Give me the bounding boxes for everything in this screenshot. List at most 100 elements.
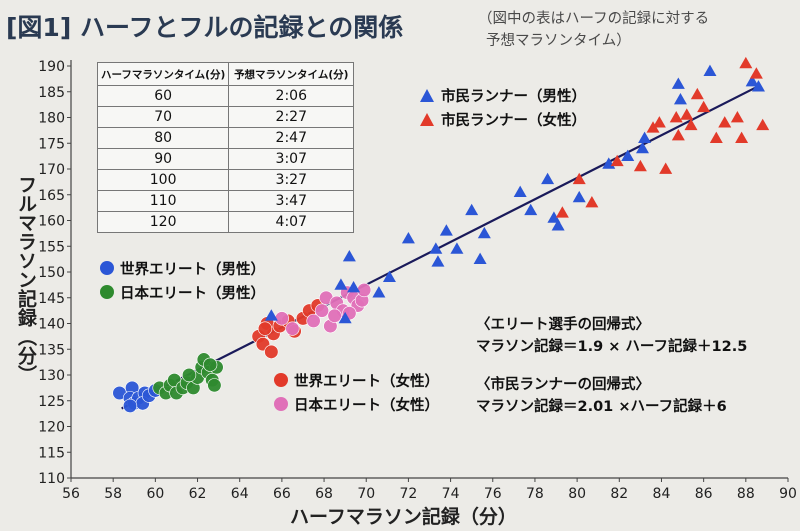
y-tick-label: 115	[38, 445, 65, 461]
elite-regression-formula: 〈エリート選手の回帰式〉 マラソン記録＝1.9 × ハーフ記録＋12.5	[476, 314, 747, 358]
data-point-triangle	[342, 250, 356, 262]
data-point-circle	[274, 311, 289, 326]
y-tick-label: 170	[38, 162, 65, 178]
y-tick-label: 175	[38, 136, 65, 152]
y-ticks: 110 115 120 125 130 135 140 145 150 155 160 165 170 1…	[38, 59, 71, 487]
legend-item: 日本エリート（女性）	[274, 392, 439, 416]
legend-item: 市民ランナー（女性）	[420, 107, 586, 131]
data-point-triangle	[477, 226, 491, 239]
axes	[70, 60, 788, 479]
table-cell-full: 4:07	[228, 211, 355, 233]
y-tick-label: 150	[38, 265, 65, 281]
data-point-circle	[285, 321, 300, 336]
data-point-triangle	[347, 280, 361, 293]
data-point-triangle	[652, 116, 666, 128]
table-row: 70 2:27	[96, 106, 355, 128]
data-point-circle	[357, 282, 372, 298]
data-point-triangle	[697, 100, 711, 113]
data-point-triangle	[659, 162, 673, 174]
table-row: 60 2:06	[96, 85, 355, 107]
data-point-triangle	[756, 118, 770, 131]
legend-label: 日本エリート（女性）	[294, 397, 439, 414]
regression-line-group	[121, 84, 762, 410]
y-tick-label: 155	[38, 239, 65, 255]
data-point-triangle	[745, 74, 759, 87]
data-point-triangle	[439, 224, 453, 236]
data-point-triangle	[572, 190, 586, 203]
table-cell-half: 70	[96, 106, 230, 128]
y-tick-label: 185	[38, 85, 65, 101]
data-point-triangle	[555, 206, 569, 218]
table-cell-half: 120	[96, 211, 230, 233]
table-cell-full: 3:47	[228, 190, 355, 212]
data-point-triangle	[264, 309, 278, 321]
pace-table-header-full: 予想マラソンタイム(分)	[228, 62, 355, 86]
y-tick-label: 135	[38, 342, 65, 358]
x-tick-label: 80	[568, 486, 586, 502]
data-point-circle	[314, 303, 330, 318]
x-tick-label: 62	[189, 486, 207, 502]
data-point-circle	[203, 357, 218, 372]
table-cell-full: 3:07	[228, 148, 355, 170]
data-point-circle	[327, 308, 342, 323]
data-point-triangle	[671, 77, 685, 89]
y-tick-label: 165	[38, 188, 65, 204]
table-row: 110 3:47	[96, 190, 355, 212]
y-tick-label: 160	[38, 214, 65, 230]
figure-label: [図1]	[6, 13, 72, 42]
x-tick-label: 84	[653, 486, 671, 502]
x-tick-label: 70	[357, 486, 375, 502]
data-point-circle	[207, 378, 222, 393]
data-point-triangle	[646, 121, 660, 133]
data-point-circle	[122, 398, 138, 414]
formula-equation: マラソン記録＝2.01 ×ハーフ記録＋6	[476, 399, 727, 415]
table-cell-half: 110	[96, 190, 230, 212]
data-point-triangle	[739, 56, 753, 69]
data-point-triangle	[572, 172, 586, 185]
y-tick-label: 180	[38, 111, 65, 127]
table-cell-full: 2:27	[228, 106, 355, 128]
data-point-triangle	[638, 131, 652, 143]
legend-item: 世界エリート（男性）	[100, 256, 265, 280]
x-tick-label: 58	[104, 486, 122, 502]
legend-label: 世界エリート（女性）	[294, 373, 439, 390]
data-point-triangle	[703, 64, 717, 77]
data-point-triangle	[669, 111, 683, 123]
x-tick-label: 78	[526, 486, 544, 502]
legend-item: 世界エリート（女性）	[274, 368, 439, 392]
table-row: 80 2:47	[96, 127, 355, 149]
x-tick-label: 86	[695, 486, 713, 502]
x-tick-label: 74	[442, 486, 460, 502]
legend-marker-triangle	[420, 112, 434, 126]
formula-equation: マラソン記録＝1.9 × ハーフ記録＋12.5	[476, 339, 748, 355]
table-cell-full: 3:27	[228, 169, 355, 191]
data-point-triangle	[450, 242, 464, 254]
table-row: 100 3:27	[96, 169, 355, 191]
title-note: （図中の表はハーフの記録に対する 予想マラソンタイム）	[478, 8, 709, 52]
data-point-triangle	[513, 185, 527, 198]
data-point-triangle	[473, 252, 487, 264]
data-point-circle	[306, 313, 321, 329]
data-point-triangle	[621, 149, 635, 161]
data-point-triangle	[684, 118, 698, 131]
citizen-regression-formula: 〈市民ランナーの回帰式〉 マラソン記録＝2.01 ×ハーフ記録＋6	[476, 374, 727, 418]
data-point-triangle	[709, 131, 723, 143]
data-point-triangle	[690, 87, 704, 100]
legend-label: 市民ランナー（女性）	[441, 112, 586, 129]
x-tick-label: 82	[610, 486, 628, 502]
title-text: ハーフとフルの記録との関係	[79, 13, 404, 42]
x-tick-label: 76	[484, 486, 502, 502]
data-point-triangle	[334, 278, 348, 290]
data-point-triangle	[524, 203, 538, 216]
y-tick-label: 120	[38, 420, 65, 436]
pace-table-header-half: ハーフマラソンタイム(分)	[96, 62, 230, 86]
data-point-circle	[257, 321, 273, 336]
legend-marker-circle	[100, 261, 114, 275]
legend-elite-male: 世界エリート（男性） 日本エリート（男性）	[100, 256, 265, 304]
pace-table: ハーフマラソンタイム(分) 予想マラソンタイム(分) 60 2:06 70 2:27…	[96, 62, 355, 233]
x-tick-label: 64	[231, 486, 249, 502]
table-cell-half: 60	[96, 85, 230, 107]
data-point-circle	[181, 367, 197, 383]
legend-marker-triangle	[420, 88, 434, 102]
